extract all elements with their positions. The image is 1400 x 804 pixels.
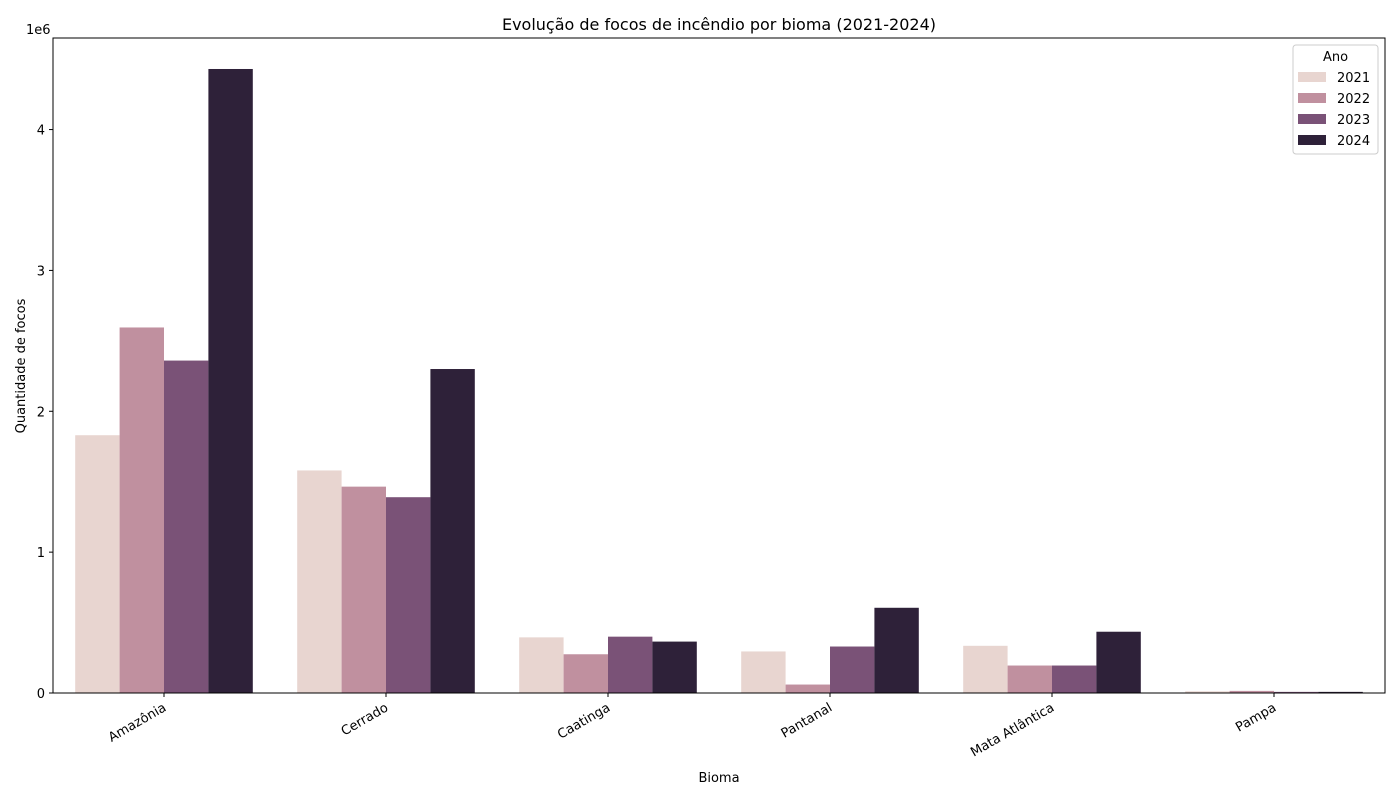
bars-layer bbox=[75, 68, 1363, 694]
bar-2021-0 bbox=[75, 435, 120, 693]
bar-2023-3 bbox=[830, 646, 875, 693]
legend: Ano 2021 2022 2023 2024 bbox=[1292, 44, 1379, 155]
legend-label-2021: 2021 bbox=[1337, 71, 1370, 86]
y-tick-label: 0 bbox=[37, 687, 45, 702]
legend-label-2023: 2023 bbox=[1337, 113, 1370, 128]
legend-swatch-2023 bbox=[1298, 114, 1326, 124]
x-tick-label: Cerrado bbox=[339, 700, 391, 739]
bar-2023-1 bbox=[386, 497, 431, 693]
bar-2022-1 bbox=[341, 486, 386, 693]
legend-title: Ano bbox=[1323, 50, 1348, 65]
bar-2022-2 bbox=[563, 654, 608, 693]
y-tick-label: 1 bbox=[37, 546, 45, 561]
legend-swatch-2022 bbox=[1298, 93, 1326, 103]
bar-2021-4 bbox=[963, 645, 1008, 693]
bar-2021-5 bbox=[1185, 691, 1230, 693]
y-axis-offset-label: 1e6 bbox=[26, 23, 51, 38]
x-tick-label: Caatinga bbox=[555, 700, 613, 742]
bar-2024-3 bbox=[874, 607, 919, 693]
plot-frame bbox=[52, 37, 1386, 694]
bar-2024-0 bbox=[208, 68, 253, 694]
bar-2022-5 bbox=[1229, 690, 1274, 693]
bar-2021-2 bbox=[519, 637, 564, 693]
chart-title: Evolução de focos de incêndio por bioma … bbox=[502, 15, 936, 34]
y-tick-label: 2 bbox=[37, 405, 45, 420]
bar-2022-3 bbox=[785, 684, 830, 693]
bar-2023-2 bbox=[608, 636, 653, 693]
bar-2021-3 bbox=[741, 651, 786, 693]
x-tick-label: Mata Atlântica bbox=[968, 700, 1057, 760]
x-tick-label: Pampa bbox=[1233, 700, 1279, 735]
bar-2021-1 bbox=[297, 470, 342, 693]
bar-2024-4 bbox=[1096, 631, 1141, 693]
bar-2022-0 bbox=[119, 327, 164, 693]
bar-2023-0 bbox=[164, 360, 209, 693]
bar-2024-2 bbox=[652, 641, 697, 693]
y-axis-label: Quantidade de focos bbox=[14, 298, 29, 433]
x-axis-label: Bioma bbox=[698, 771, 739, 786]
legend-label-2024: 2024 bbox=[1337, 134, 1370, 149]
bar-2023-5 bbox=[1274, 691, 1319, 693]
legend-label-2022: 2022 bbox=[1337, 92, 1370, 107]
y-tick-label: 4 bbox=[37, 124, 45, 139]
y-tick-label: 3 bbox=[37, 264, 45, 279]
legend-swatch-2021 bbox=[1298, 72, 1326, 82]
x-tick-label: Amazônia bbox=[106, 700, 169, 745]
bar-2022-4 bbox=[1007, 665, 1052, 693]
bar-2024-1 bbox=[430, 369, 475, 693]
bar-2024-5 bbox=[1318, 691, 1363, 693]
x-tick-label: Pantanal bbox=[779, 700, 835, 741]
bar-2023-4 bbox=[1052, 665, 1097, 693]
legend-swatch-2024 bbox=[1298, 135, 1326, 145]
